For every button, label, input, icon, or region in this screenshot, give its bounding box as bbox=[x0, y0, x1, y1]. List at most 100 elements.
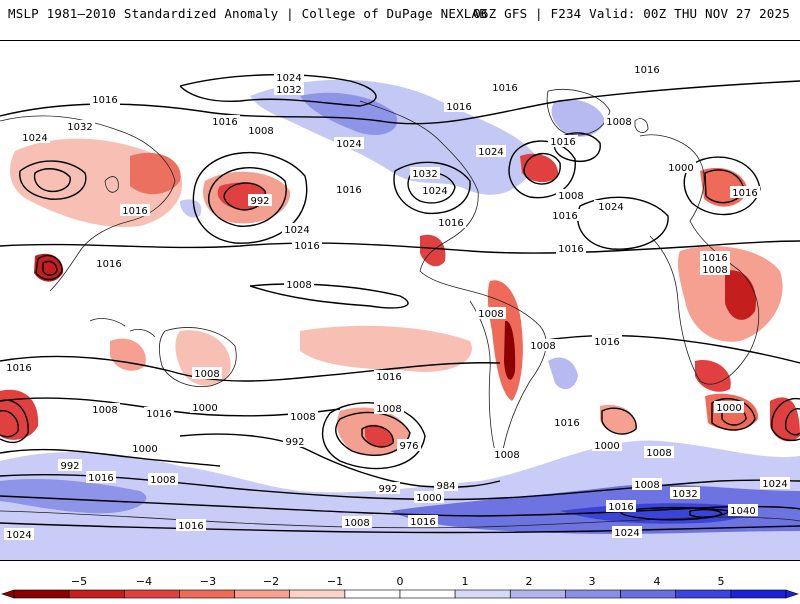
anomaly-low-tasman bbox=[110, 338, 146, 371]
svg-text:1016: 1016 bbox=[550, 137, 575, 148]
svg-text:1032: 1032 bbox=[672, 489, 697, 500]
isobar-label: 1016 bbox=[176, 519, 206, 532]
colorbar-segments bbox=[1, 589, 799, 599]
anomaly-blob-north-america bbox=[250, 79, 540, 195]
isobar-typhoon bbox=[35, 254, 63, 281]
valid-time-label: 06Z GFS | F234 Valid: 00Z THU NOV 27 202… bbox=[473, 6, 790, 21]
colorbar-tick-label: 5 bbox=[718, 575, 725, 588]
isobar-atlantic-south-low bbox=[601, 407, 637, 435]
svg-text:1016: 1016 bbox=[492, 83, 517, 94]
svg-text:1008: 1008 bbox=[286, 280, 311, 291]
isobar-label: 1008 bbox=[246, 124, 276, 137]
isobar-976 bbox=[361, 425, 394, 448]
isobar-label: 1000 bbox=[714, 401, 744, 414]
svg-text:1016: 1016 bbox=[336, 185, 361, 196]
isobar-label: 1032 bbox=[670, 487, 700, 500]
colorbar-tick-label: 4 bbox=[654, 575, 661, 588]
svg-text:1000: 1000 bbox=[716, 403, 741, 414]
isobar-label: 1016 bbox=[556, 242, 586, 255]
anomaly-blob-pacific bbox=[180, 199, 202, 218]
isobar-east-asia-high-2 bbox=[33, 168, 71, 193]
colorbar-tick-label: 2 bbox=[526, 575, 533, 588]
anomaly-low-south-pacific-core bbox=[365, 424, 393, 447]
isobar-se-low bbox=[771, 397, 800, 442]
colorbar-tick-label: −3 bbox=[200, 575, 216, 588]
anomaly-low-tropical-pacific bbox=[300, 325, 472, 372]
isobar-sw-low bbox=[0, 399, 29, 444]
coast-japan bbox=[104, 176, 119, 193]
isobar-label-layer: 1024 1032 1016 1016 1024 1032 1016 1008 … bbox=[4, 63, 790, 541]
isobar-label: 1016 bbox=[552, 416, 582, 429]
isobar-atlantic-low bbox=[523, 152, 561, 185]
isobar-europe-low-2 bbox=[683, 156, 761, 216]
svg-text:1016: 1016 bbox=[446, 102, 471, 113]
colorbar-segment bbox=[730, 589, 787, 599]
svg-text:1024: 1024 bbox=[6, 530, 31, 541]
svg-text:1008: 1008 bbox=[634, 480, 659, 491]
isobar-label: 1016 bbox=[120, 204, 150, 217]
isobar-label: 1024 bbox=[612, 526, 642, 539]
isobar-label: 1024 bbox=[596, 200, 626, 213]
isobar-label: 1008 bbox=[284, 278, 314, 291]
colorbar-ticks: −5 −4 −3 −2 −1 0 1 2 3 4 5 bbox=[71, 575, 725, 588]
colorbar-segment bbox=[675, 589, 732, 599]
isobar-label: 1024 bbox=[274, 71, 304, 84]
isobar-label: 1016 bbox=[592, 335, 622, 348]
svg-text:1016: 1016 bbox=[594, 337, 619, 348]
anomaly-low-andes-core bbox=[504, 320, 516, 380]
map-panel[interactable]: 1024 1032 1016 1016 1024 1032 1016 1008 … bbox=[0, 40, 800, 561]
isobar-label: 1032 bbox=[65, 120, 95, 133]
isobar-label: 1016 bbox=[408, 515, 438, 528]
isobar-indian-low bbox=[711, 398, 756, 431]
colorbar-tick-label: −1 bbox=[327, 575, 343, 588]
colorbar-tick-label: 3 bbox=[589, 575, 596, 588]
anomaly-low-south-africa bbox=[695, 360, 731, 392]
isobar-label: 1024 bbox=[476, 145, 506, 158]
colorbar-segment bbox=[289, 589, 346, 599]
coast-greenland bbox=[546, 89, 611, 136]
svg-text:1016: 1016 bbox=[6, 363, 31, 374]
isobar-label: 1032 bbox=[274, 83, 304, 96]
isobar-label: 1008 bbox=[342, 516, 372, 529]
colorbar-tick-label: −5 bbox=[71, 575, 87, 588]
svg-text:1016: 1016 bbox=[634, 65, 659, 76]
isobar-label: 992 bbox=[58, 459, 82, 472]
colorbar-segment bbox=[509, 589, 566, 599]
header-bar: MSLP 1981–2010 Standardized Anomaly | Co… bbox=[0, 0, 800, 26]
isobar-atlantic-low-2 bbox=[508, 140, 576, 199]
isobar-label: 1008 bbox=[492, 448, 522, 461]
isobar-992-southern-ocean bbox=[0, 448, 221, 467]
isobar-label: 1000 bbox=[130, 442, 160, 455]
svg-text:1008: 1008 bbox=[558, 191, 583, 202]
colorbar-canvas: −5 −4 −3 −2 −1 0 1 2 3 4 5 bbox=[1, 575, 799, 599]
isobar-1016-greenland bbox=[553, 132, 601, 163]
coast-north-america bbox=[359, 100, 479, 292]
anomaly-blob-greenland bbox=[551, 99, 605, 137]
isobar-label: 1016 bbox=[86, 471, 116, 484]
coast-antarctica bbox=[0, 510, 800, 529]
colorbar-segment bbox=[179, 589, 235, 599]
isobar-label: 1016 bbox=[632, 63, 662, 76]
isobar-label: 1032 bbox=[410, 167, 440, 180]
colorbar-segment bbox=[344, 589, 401, 599]
isobar-1040-antarctic bbox=[689, 508, 723, 518]
anomaly-low-southern-ocean-west bbox=[0, 389, 39, 440]
isobar-label: 1008 bbox=[374, 402, 404, 415]
anomaly-core-antarctic-pacific bbox=[0, 479, 147, 514]
svg-text:1008: 1008 bbox=[606, 117, 631, 128]
colorbar-tick-label: 1 bbox=[462, 575, 469, 588]
svg-text:1032: 1032 bbox=[276, 85, 301, 96]
coast-europe-africa bbox=[639, 134, 760, 385]
svg-text:1016: 1016 bbox=[702, 253, 727, 264]
svg-text:1016: 1016 bbox=[558, 244, 583, 255]
colorbar-tick-label: −2 bbox=[263, 575, 279, 588]
coast-australia bbox=[158, 327, 237, 388]
isobar-1016-north bbox=[0, 80, 800, 125]
svg-text:1008: 1008 bbox=[194, 369, 219, 380]
svg-text:1024: 1024 bbox=[478, 147, 503, 158]
svg-text:1040: 1040 bbox=[730, 506, 755, 517]
isobar-typhoon-2 bbox=[42, 260, 58, 276]
svg-text:1016: 1016 bbox=[212, 117, 237, 128]
isobar-label: 1008 bbox=[700, 263, 730, 276]
colorbar-segment bbox=[68, 589, 125, 599]
